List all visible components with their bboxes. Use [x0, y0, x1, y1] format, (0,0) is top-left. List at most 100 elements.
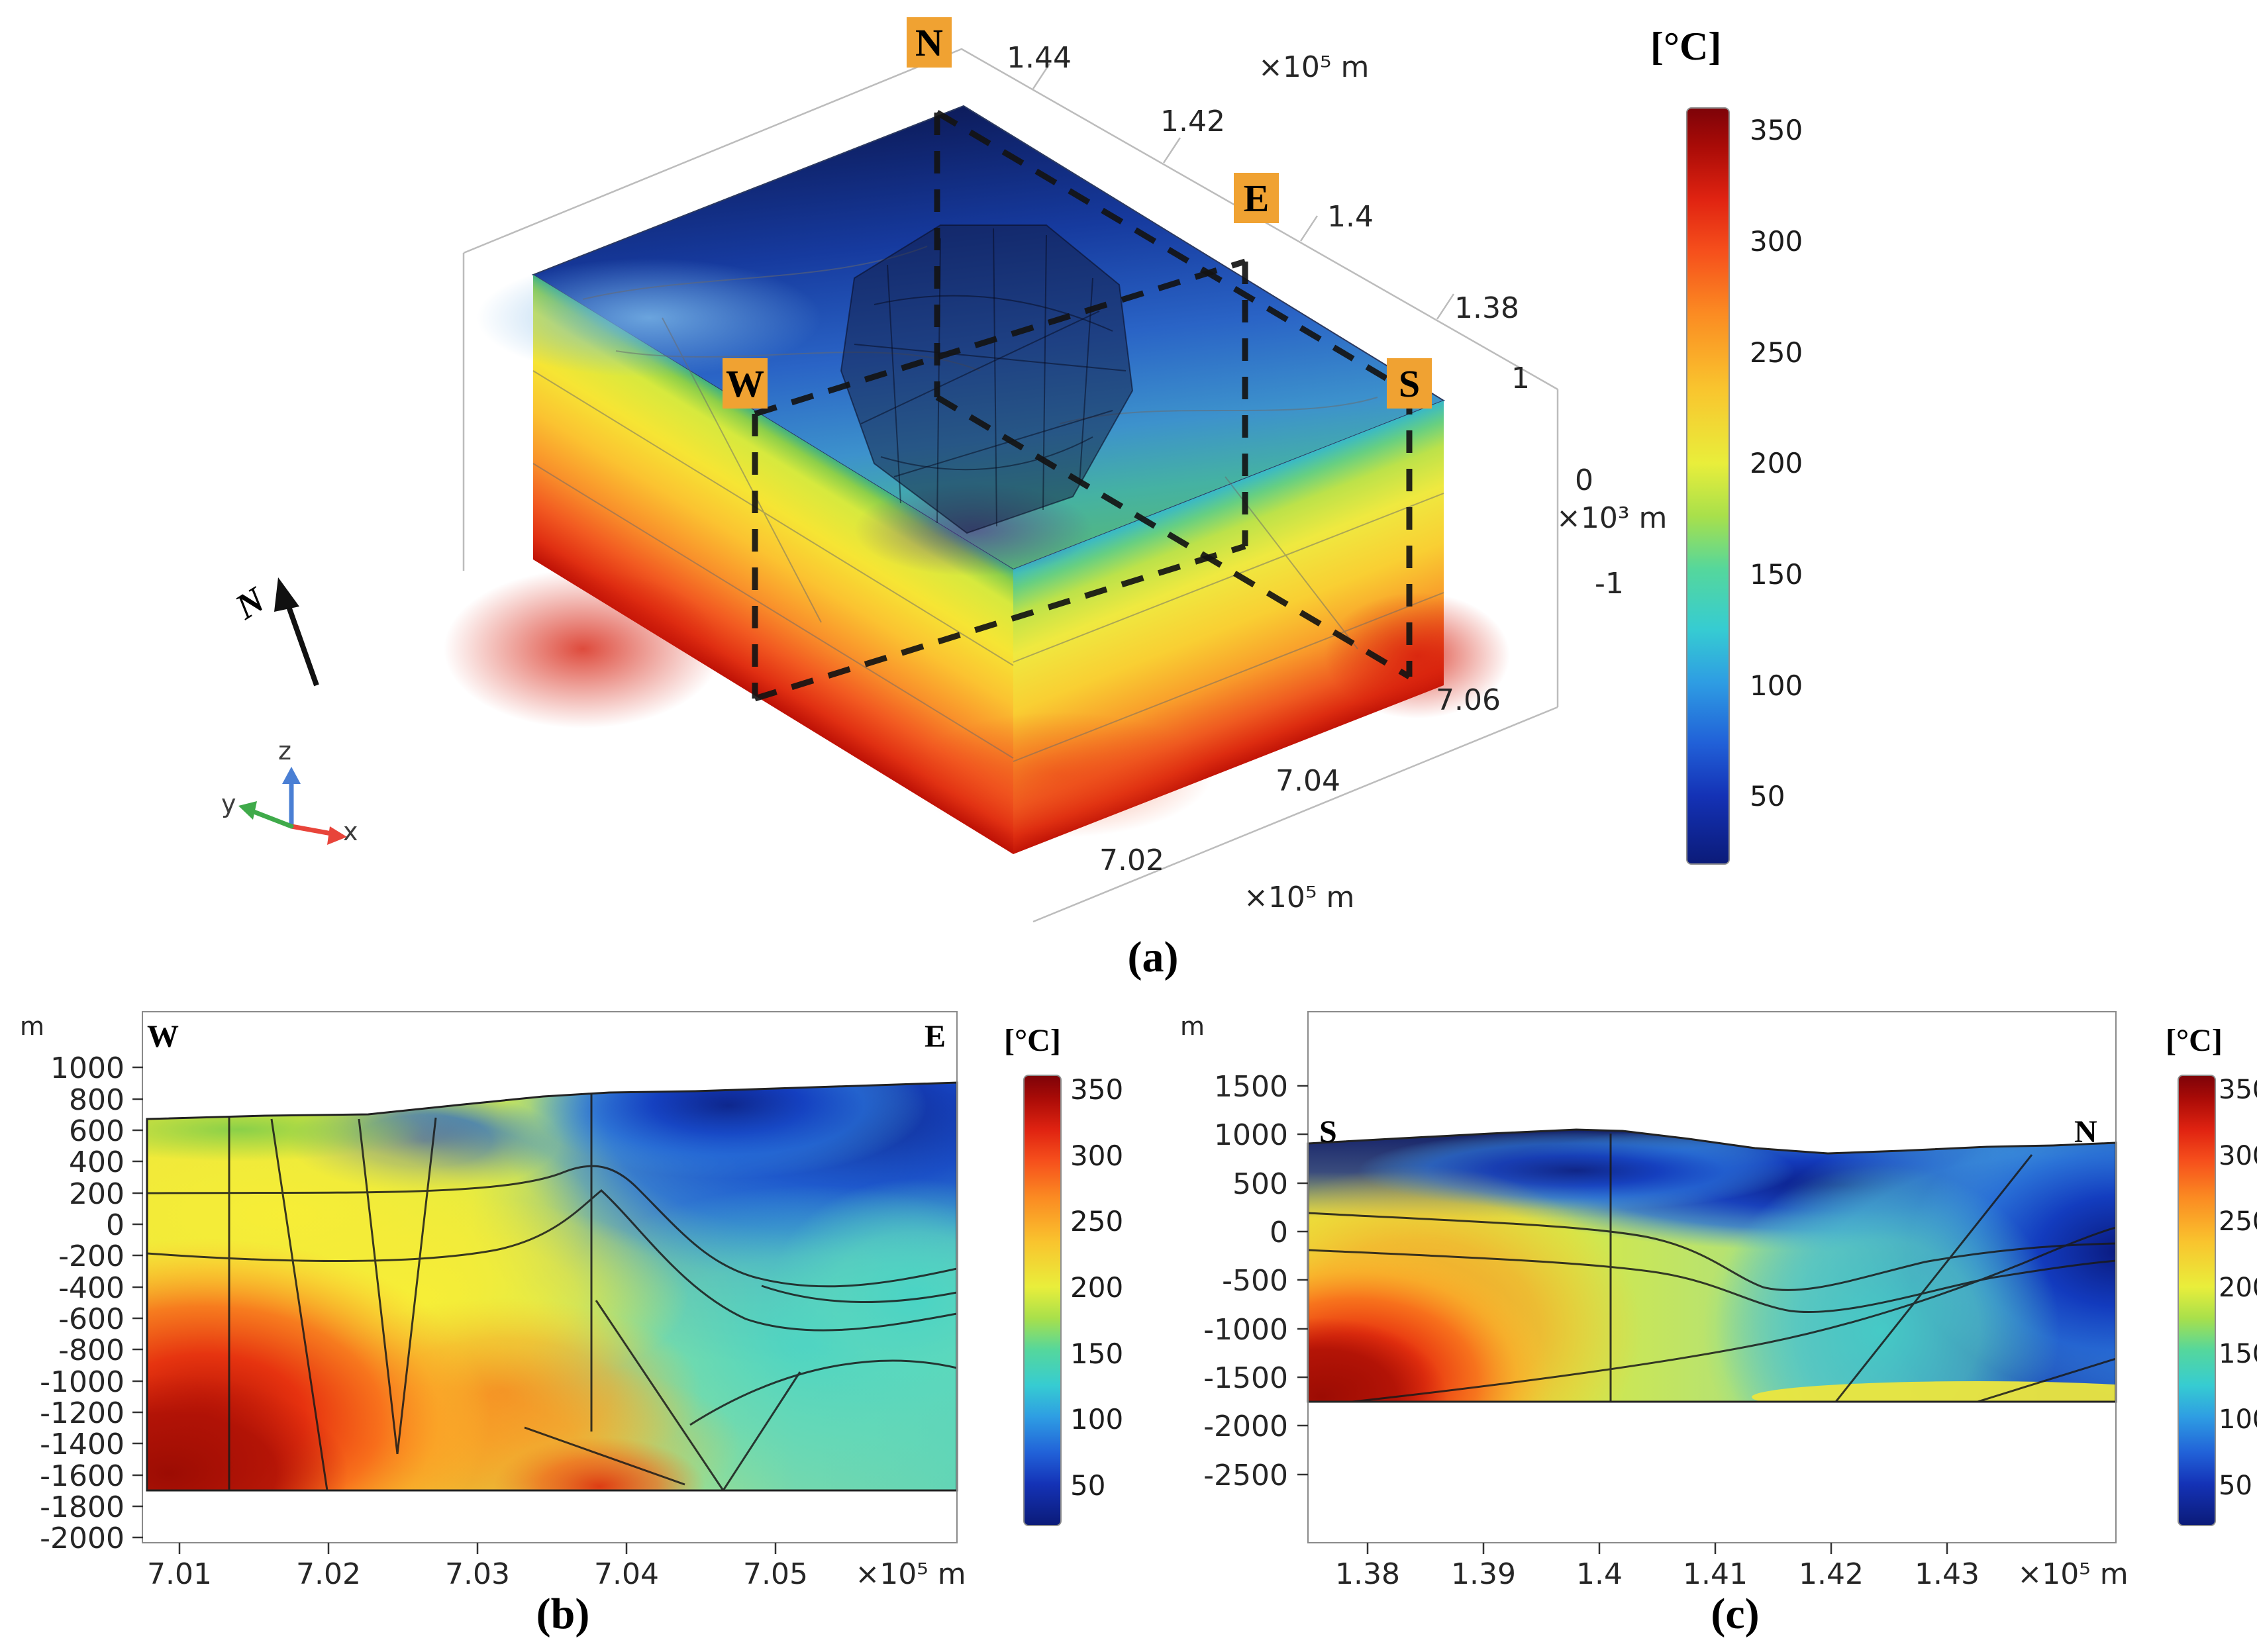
c-colorbar — [2178, 1075, 2216, 1526]
c-colorbar-title: [°C] — [2166, 1023, 2223, 1058]
b-y-tick: -200 — [58, 1239, 125, 1273]
b-colorbar-tick: 150 — [1070, 1337, 1124, 1370]
c-y-tick: 1000 — [1214, 1118, 1288, 1152]
c-fault-lines — [1308, 1134, 2116, 1402]
a-colorbar-tick: 200 — [1750, 447, 1803, 479]
c-colorbar-tick: 50 — [2219, 1471, 2252, 1501]
b-x-tick: 7.05 — [743, 1557, 808, 1591]
panel-a-3d-model — [238, 48, 1559, 923]
a-y-tick: 1.4 — [1327, 200, 1374, 234]
c-x-tick: 1.42 — [1799, 1557, 1864, 1591]
a-colorbar-tick: 350 — [1750, 114, 1803, 146]
a-y-tick: 1.38 — [1454, 291, 1519, 325]
c-x-tick: 1.39 — [1451, 1557, 1516, 1591]
panel-a-caption: (a) — [1127, 933, 1179, 981]
b-terrain-line — [146, 1081, 958, 1492]
c-x-tick: 1.43 — [1915, 1557, 1980, 1591]
b-y-tick: -600 — [58, 1302, 125, 1336]
a-x-tick: 7.04 — [1276, 764, 1340, 798]
b-y-tick: 400 — [69, 1145, 125, 1179]
b-colorbar-title: [°C] — [1004, 1023, 1061, 1058]
c-y-tick: 1500 — [1214, 1070, 1288, 1104]
b-colorbar-tick: 50 — [1070, 1469, 1106, 1502]
a-x-axis-unit: ×10⁵ m — [1244, 881, 1355, 914]
c-x-tick: 1.38 — [1335, 1557, 1400, 1591]
north-arrow-icon — [274, 577, 319, 687]
b-fault-lines — [147, 1094, 957, 1490]
a-z-tick: 0 — [1575, 463, 1593, 497]
b-plot-frame — [142, 1011, 958, 1543]
b-y-tick: 200 — [69, 1177, 125, 1211]
b-x-tick: 7.01 — [147, 1557, 212, 1591]
block-left-face — [533, 275, 1013, 854]
b-y-axis-ticks — [132, 1066, 143, 1539]
c-x-axis-unit: ×10⁵ m — [2017, 1557, 2129, 1591]
b-colorbar — [1023, 1075, 1062, 1526]
c-colorbar-tick: 300 — [2219, 1141, 2257, 1171]
b-y-tick: -1800 — [40, 1490, 125, 1524]
a-z-axis-unit: ×10³ m — [1556, 501, 1668, 535]
c-y-tick: -1500 — [1203, 1361, 1288, 1395]
section-marker-n: N — [907, 17, 952, 68]
a-z-tick: -1 — [1595, 567, 1624, 601]
a-y-axis-unit: ×10⁵ m — [1258, 50, 1370, 84]
b-y-axis-unit: m — [20, 1012, 45, 1041]
triad-y-label: y — [221, 789, 236, 818]
b-colorbar-tick: 350 — [1070, 1073, 1124, 1106]
a-colorbar-tick: 100 — [1750, 669, 1803, 702]
b-x-tick: 7.03 — [445, 1557, 510, 1591]
panel-c-caption: (c) — [1711, 1590, 1760, 1638]
b-west-label: W — [147, 1019, 179, 1054]
b-y-tick: -800 — [58, 1334, 125, 1367]
c-y-axis-ticks — [1297, 1085, 1308, 1476]
section-marker-e: E — [1234, 173, 1279, 223]
triad-x-label: x — [343, 817, 358, 846]
panel-b-caption: (b) — [536, 1590, 590, 1638]
a-colorbar-tick: 300 — [1750, 225, 1803, 258]
a-x-tick: 7.02 — [1099, 844, 1164, 877]
b-colorbar-tick: 100 — [1070, 1403, 1124, 1435]
b-colorbar-tick: 200 — [1070, 1271, 1124, 1304]
b-y-tick: -1400 — [40, 1428, 125, 1461]
b-y-tick: 600 — [69, 1114, 125, 1148]
c-y-tick: -2500 — [1203, 1459, 1288, 1492]
b-y-tick: -1600 — [40, 1459, 125, 1493]
axis-triad-icon — [238, 767, 347, 845]
b-colorbar-tick: 250 — [1070, 1205, 1124, 1238]
c-colorbar-tick: 200 — [2219, 1273, 2257, 1303]
triad-z-label: z — [278, 736, 291, 765]
b-y-tick: -2000 — [40, 1522, 125, 1555]
c-y-tick: -500 — [1222, 1264, 1288, 1298]
a-colorbar-title: [°C] — [1650, 24, 1722, 68]
b-y-tick: -1200 — [40, 1396, 125, 1430]
c-south-label: S — [1319, 1114, 1337, 1149]
a-y-tick: 1.42 — [1160, 105, 1225, 138]
c-plot-frame — [1307, 1011, 2117, 1543]
c-colorbar-tick: 100 — [2219, 1404, 2257, 1435]
b-section-fill — [147, 1083, 957, 1490]
a-colorbar-tick: 150 — [1750, 558, 1803, 591]
b-x-tick: 7.02 — [296, 1557, 361, 1591]
c-colorbar-tick: 350 — [2219, 1075, 2257, 1105]
c-x-tick: 1.41 — [1683, 1557, 1748, 1591]
c-section-fill — [1308, 1130, 2116, 1402]
c-y-tick: 500 — [1232, 1167, 1288, 1201]
c-x-tick: 1.4 — [1576, 1557, 1623, 1591]
b-y-tick: 1000 — [50, 1051, 125, 1085]
b-y-tick: 800 — [69, 1083, 125, 1117]
b-x-tick: 7.04 — [594, 1557, 659, 1591]
c-colorbar-tick: 150 — [2219, 1339, 2257, 1369]
a-colorbar-tick: 50 — [1750, 780, 1785, 812]
a-colorbar-tick: 250 — [1750, 336, 1803, 369]
c-colorbar-tick: 250 — [2219, 1206, 2257, 1237]
c-y-tick: -2000 — [1203, 1410, 1288, 1443]
b-east-label: E — [925, 1019, 946, 1054]
c-y-axis-unit: m — [1180, 1012, 1205, 1041]
b-y-tick: 0 — [106, 1208, 125, 1242]
section-marker-w: W — [723, 358, 768, 409]
axes-box — [462, 48, 1559, 923]
b-y-tick: -400 — [58, 1271, 125, 1305]
a-x-tick: 7.06 — [1436, 683, 1501, 717]
c-north-label: N — [2074, 1114, 2097, 1149]
